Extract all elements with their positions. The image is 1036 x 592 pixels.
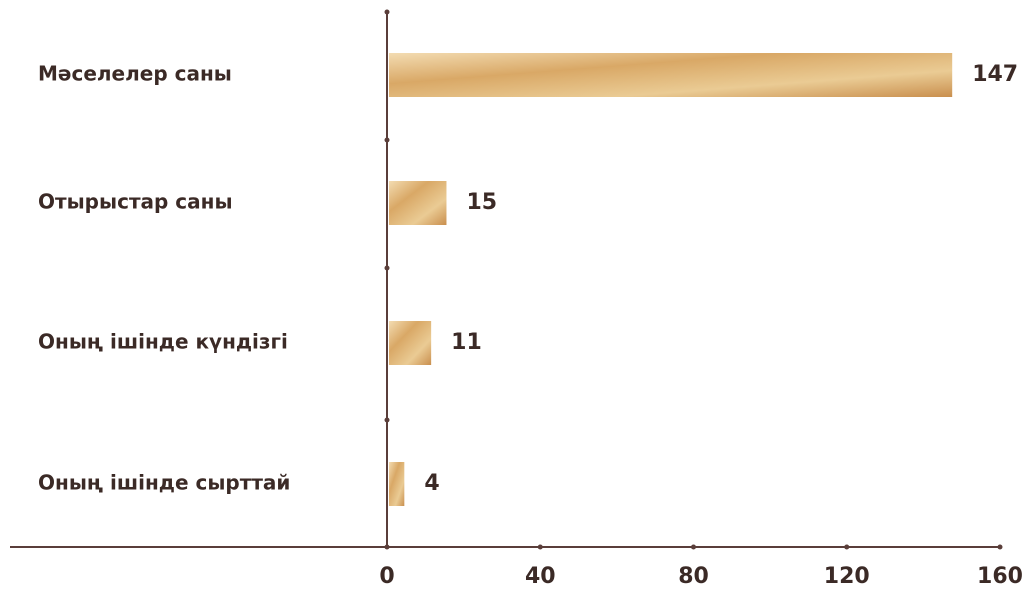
- value-label: 15: [466, 190, 497, 215]
- bar: [389, 321, 432, 365]
- x-tick: [384, 544, 390, 550]
- category-label: Оның ішінде сырттай: [38, 471, 290, 495]
- bar: [389, 462, 405, 506]
- x-tick-label: 0: [379, 564, 394, 589]
- bar: [389, 181, 447, 225]
- category-label: Оның ішінде күндізгі: [38, 330, 288, 354]
- x-tick-label: 40: [525, 564, 556, 589]
- value-label: 147: [972, 62, 1018, 87]
- x-tick-label: 80: [678, 564, 709, 589]
- x-tick: [691, 544, 696, 550]
- x-tick: [997, 544, 1003, 550]
- axis-dots: [384, 9, 390, 423]
- x-tick: [844, 544, 850, 550]
- bar: [389, 53, 953, 97]
- category-label: Отырыстар саны: [38, 190, 233, 214]
- x-tick-label: 160: [977, 564, 1023, 589]
- value-label: 11: [451, 330, 482, 355]
- x-tick-label: 120: [824, 564, 870, 589]
- category-label: Мәселелер саны: [38, 62, 232, 86]
- x-tick: [537, 544, 543, 550]
- value-label: 4: [424, 471, 439, 496]
